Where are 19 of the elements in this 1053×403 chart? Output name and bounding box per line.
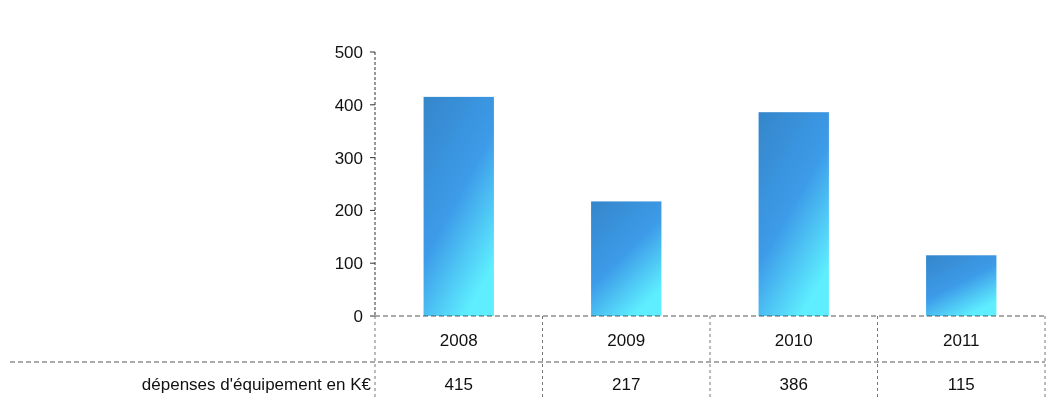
bar	[423, 96, 494, 316]
y-tick-label: 400	[334, 95, 363, 115]
y-tick-label: 300	[334, 148, 363, 168]
x-tick-label: 2010	[774, 330, 813, 350]
x-tick-label: 2011	[942, 330, 980, 350]
x-tick-label: 2008	[439, 330, 478, 350]
y-tick-label: 0	[353, 306, 363, 326]
bar	[591, 201, 662, 316]
data-label: 217	[612, 374, 641, 394]
data-label: 115	[947, 374, 975, 394]
y-tick-label: 500	[334, 42, 363, 62]
text: dépenses d'équipement en K€	[141, 374, 372, 394]
bar	[758, 112, 829, 316]
data-label: 386	[779, 374, 808, 394]
x-tick-label: 2009	[607, 330, 646, 350]
y-tick-label: 100	[334, 254, 363, 274]
bar	[926, 255, 997, 316]
y-tick-label: 200	[334, 201, 363, 221]
data-label: 415	[444, 374, 473, 394]
